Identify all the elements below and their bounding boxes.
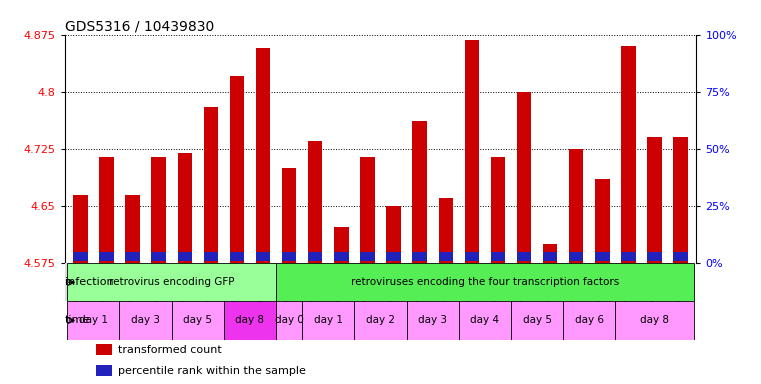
Bar [438,252,453,261]
Bar [204,252,218,261]
Text: day 8: day 8 [640,315,669,326]
Bar [459,301,511,339]
Bar [308,141,323,263]
Bar [151,157,166,263]
Bar [96,344,112,355]
Bar [204,107,218,263]
Bar [73,252,88,261]
Bar [282,252,296,261]
Text: day 4: day 4 [470,315,499,326]
Bar [282,168,296,263]
Text: day 0: day 0 [275,315,304,326]
Bar [412,252,427,261]
Bar [491,252,505,261]
Bar [67,263,276,301]
Bar [360,157,374,263]
Text: day 5: day 5 [523,315,552,326]
Bar [595,179,610,263]
Bar [648,252,662,261]
Bar [517,92,531,263]
Bar [355,301,406,339]
Bar [438,199,453,263]
Bar [412,121,427,263]
Text: day 1: day 1 [314,315,342,326]
Bar [119,301,172,339]
Bar [406,301,459,339]
Text: day 2: day 2 [366,315,395,326]
Text: transformed count: transformed count [119,345,222,355]
Bar [172,301,224,339]
Bar [308,252,323,261]
Bar [511,301,563,339]
Bar [673,252,688,261]
Text: retroviruses encoding the four transcription factors: retroviruses encoding the four transcrip… [351,277,619,287]
Bar [465,40,479,263]
Text: day 8: day 8 [235,315,265,326]
Text: day 3: day 3 [131,315,160,326]
Bar [126,195,140,263]
Bar [224,301,276,339]
Bar [360,252,374,261]
Bar [276,263,694,301]
Bar [177,252,192,261]
Bar [302,301,355,339]
Bar [621,46,635,263]
Bar [616,301,694,339]
Bar [387,252,401,261]
Bar [465,252,479,261]
Bar [73,195,88,263]
Bar [563,301,616,339]
Bar [177,153,192,263]
Bar [230,76,244,263]
Bar [256,48,270,263]
Bar [334,252,349,261]
Text: infection: infection [65,277,113,287]
Bar [543,244,557,263]
Bar [595,252,610,261]
Bar [491,157,505,263]
Bar [569,252,584,261]
Text: day 3: day 3 [419,315,447,326]
Bar [67,301,119,339]
Bar [276,301,302,339]
Bar [96,365,112,376]
Bar [673,137,688,263]
Bar [99,157,113,263]
Bar [230,252,244,261]
Bar [621,252,635,261]
Text: GDS5316 / 10439830: GDS5316 / 10439830 [65,20,214,33]
Bar [334,227,349,263]
Bar [99,252,113,261]
Text: percentile rank within the sample: percentile rank within the sample [119,366,306,376]
Bar [387,206,401,263]
Bar [151,252,166,261]
Bar [256,252,270,261]
Bar [517,252,531,261]
Text: day 6: day 6 [575,315,603,326]
Text: day 1: day 1 [79,315,108,326]
Bar [648,137,662,263]
Bar [126,252,140,261]
Bar [543,252,557,261]
Bar [569,149,584,263]
Text: day 5: day 5 [183,315,212,326]
Text: time: time [65,315,91,326]
Text: retrovirus encoding GFP: retrovirus encoding GFP [109,277,234,287]
